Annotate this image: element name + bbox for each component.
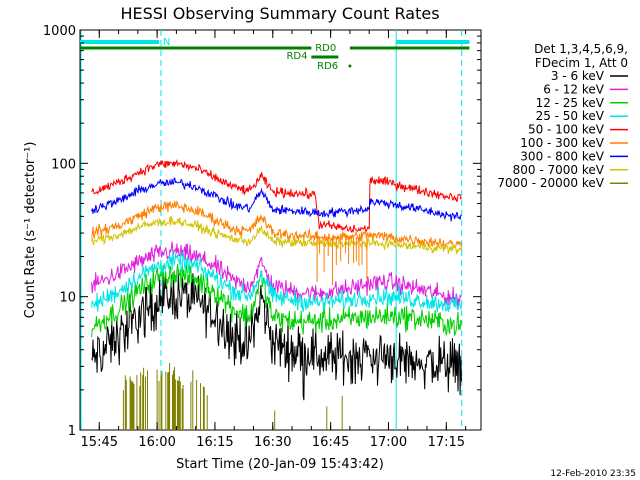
annotation-label-rd4: RD4 [286,51,307,62]
series-line-3 [91,250,462,313]
series-line-5 [91,200,462,251]
legend-label: 6 - 12 keV [543,82,605,96]
x-tick-label: 16:30 [254,435,291,450]
y-tick-label: 1 [68,424,76,439]
series-line-6 [91,177,462,222]
plot-frame [79,29,482,431]
legend-label: 7000 - 20000 keV [497,176,604,190]
x-tick-label: 17:00 [370,435,407,450]
legend-header-line-1: Det 1,3,4,5,6,9, [534,42,628,56]
series-spikes [316,237,368,286]
x-axis-label: Start Time (20-Jan-09 15:43:42) [176,457,384,472]
series-line-8 [122,363,343,430]
chart-title: HESSI Observing Summary Count Rates [120,4,439,23]
annotation-label-n: N [163,37,170,48]
x-tick-label: 16:45 [312,435,349,450]
x-tick-label: 16:15 [196,435,233,450]
y-tick-label: 1000 [43,24,76,39]
y-axis-label: Count Rate (s⁻¹ detector⁻¹) [23,142,38,319]
legend-label: 12 - 25 keV [536,96,605,110]
legend-label: 3 - 6 keV [551,69,605,83]
y-tick-label: 10 [59,291,76,306]
series-line-0 [91,269,462,401]
series-line-4 [91,158,462,234]
x-tick-label: 17:15 [428,435,465,450]
legend-label: 300 - 800 keV [520,149,604,163]
legend-label: 25 - 50 keV [536,109,605,123]
legend: Det 1,3,4,5,6,9, FDecim 1, Att 0 3 - 6 k… [497,42,628,190]
annotation-label-rd0: RD0 [315,43,336,54]
series-line-7 [91,216,462,256]
annotation-label-rd6: RD6 [317,61,338,72]
x-tick-label: 15:45 [81,435,118,450]
series-line-1 [91,241,462,310]
footer-date: 12-Feb-2010 23:35 [550,469,636,479]
legend-label: 100 - 300 keV [520,136,604,150]
legend-header-line-2: FDecim 1, Att 0 [535,56,628,70]
y-tick-label: 100 [51,157,76,172]
rd6-marker [348,64,352,68]
legend-label: 50 - 100 keV [528,123,605,137]
x-tick-label: 16:00 [138,435,175,450]
legend-label: 800 - 7000 keV [513,163,605,177]
